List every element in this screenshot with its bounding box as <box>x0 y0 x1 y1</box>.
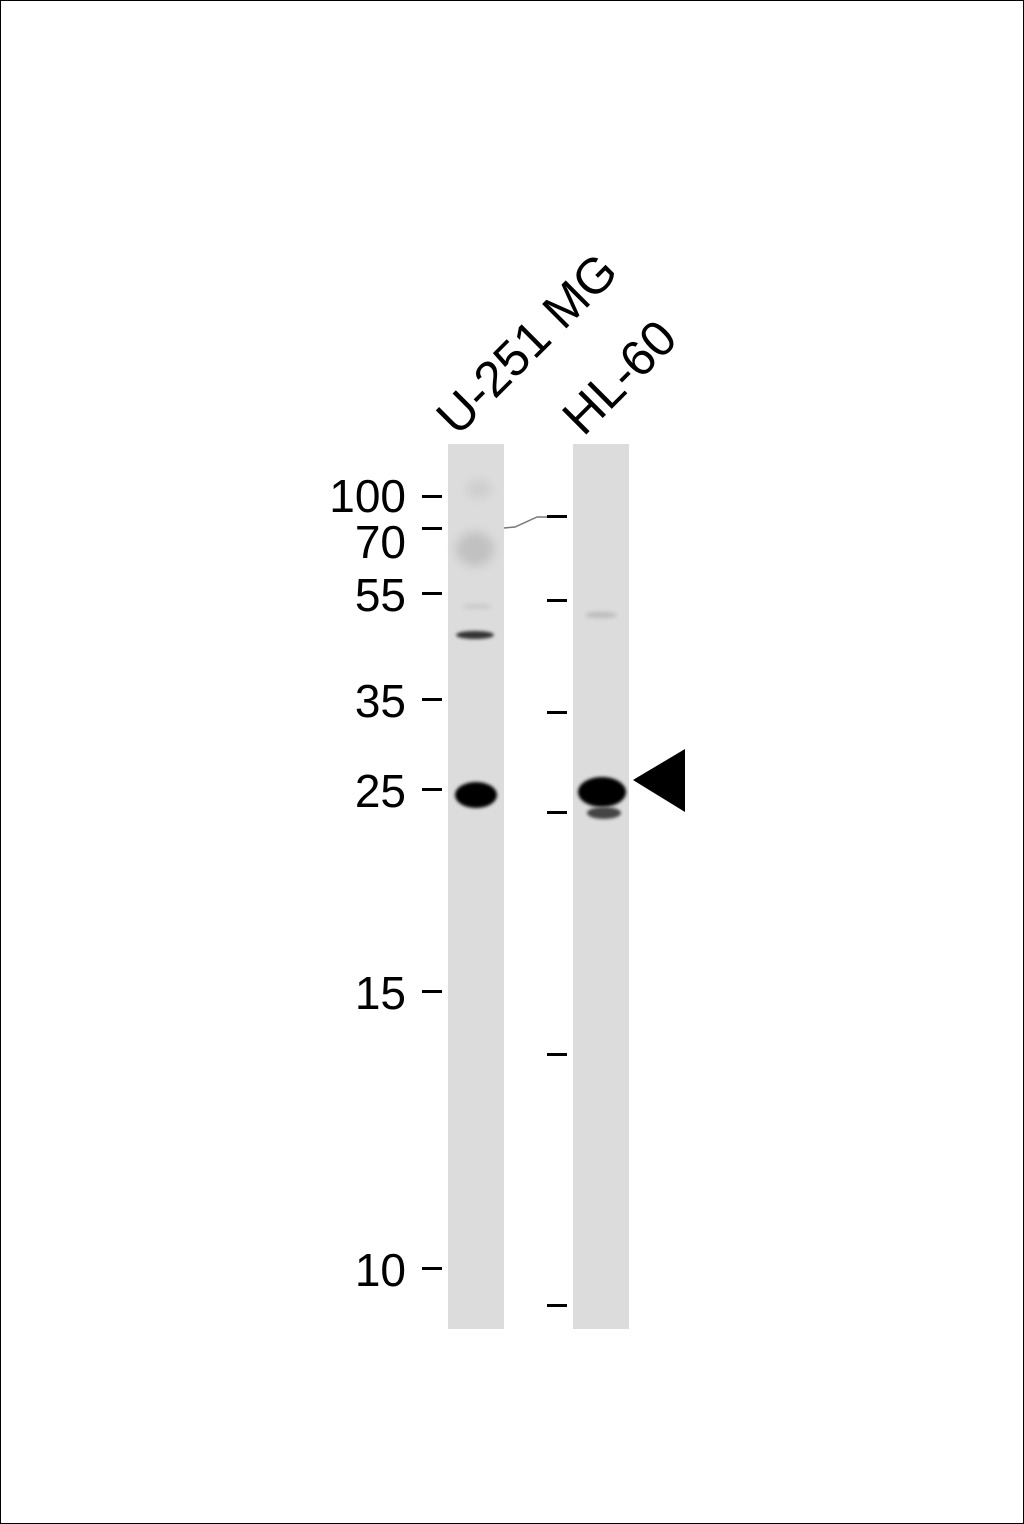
marker-tick <box>547 1304 567 1307</box>
marker-tick <box>547 1053 567 1056</box>
marker-label-25: 25 <box>354 765 406 817</box>
band <box>456 532 494 566</box>
marker-label-55: 55 <box>354 569 406 621</box>
marker-label-100: 100 <box>329 470 406 522</box>
marker-tick <box>547 711 567 714</box>
marker-tick <box>422 990 442 993</box>
lane-u251mg <box>448 444 504 1329</box>
marker-tick <box>422 788 442 791</box>
marker-tick <box>547 599 567 602</box>
marker-tick <box>547 811 567 814</box>
connector-line <box>503 516 547 529</box>
band <box>455 782 497 808</box>
marker-label-10: 10 <box>354 1244 406 1296</box>
marker-tick <box>422 495 442 498</box>
band <box>578 777 626 807</box>
band <box>587 807 621 819</box>
band <box>466 479 492 499</box>
lane-hl60 <box>573 444 629 1329</box>
band <box>585 612 617 618</box>
marker-tick <box>422 592 442 595</box>
marker-label-70: 70 <box>354 516 406 568</box>
marker-tick <box>547 515 567 518</box>
marker-tick <box>422 527 442 530</box>
marker-tick <box>422 698 442 701</box>
arrowhead-icon <box>633 749 685 812</box>
marker-tick <box>422 1267 442 1270</box>
band <box>462 604 492 609</box>
marker-label-35: 35 <box>354 675 406 727</box>
marker-label-15: 15 <box>354 967 406 1019</box>
band <box>456 631 494 639</box>
